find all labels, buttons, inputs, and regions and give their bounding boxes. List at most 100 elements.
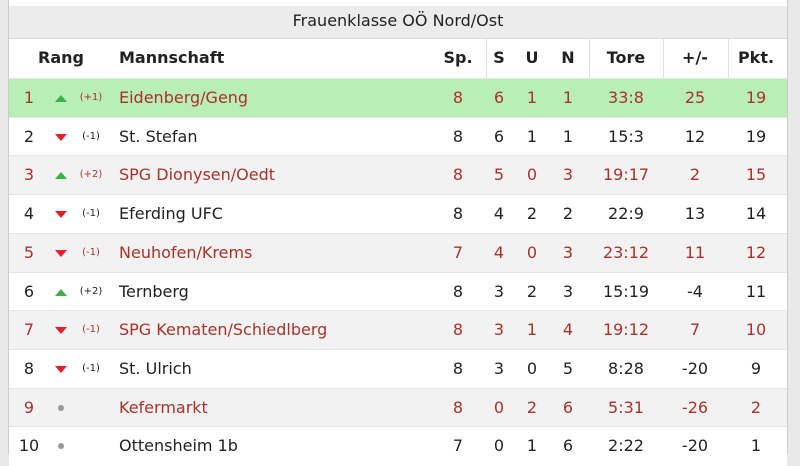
table-cell: 6	[493, 88, 505, 107]
trend-icon	[55, 133, 67, 141]
table-cell: 1	[526, 436, 538, 456]
trend-icon	[55, 365, 67, 373]
trend-shape	[55, 249, 67, 257]
header-cell: +/-	[682, 48, 708, 67]
header-cell: Sp.	[443, 48, 473, 67]
table-cell: St. Stefan	[119, 126, 198, 146]
trend-shape	[58, 443, 64, 450]
table-cell: Ottensheim 1b	[119, 436, 238, 456]
trend-shape	[55, 211, 67, 219]
table-cell: 2	[526, 204, 538, 224]
table-cell: 7	[23, 320, 35, 340]
table-cell: 15:3	[608, 126, 644, 146]
table-cell: 4	[493, 242, 505, 262]
rank-change: (-1)	[82, 130, 100, 142]
table-cell: 8	[452, 126, 464, 146]
table-cell: 4	[493, 204, 505, 224]
table-cell: 19	[745, 88, 767, 107]
trend-icon	[55, 95, 67, 102]
table-cell: 8	[452, 281, 464, 301]
table-cell: 3	[562, 281, 574, 301]
table-cell: 8	[23, 358, 35, 378]
trend-shape	[55, 288, 67, 296]
table-cell: 11	[684, 242, 706, 262]
table-cell: 1	[562, 88, 574, 107]
table-cell: Kefermarkt	[119, 397, 208, 417]
table-cell: 8	[452, 397, 464, 417]
table-cell: 15:19	[602, 281, 650, 301]
table-cell: 8	[452, 320, 464, 340]
table-cell: 8	[452, 358, 464, 378]
table-row: 4 (-1) Eferding UFC 8 4 2 2 22:9 13 14	[9, 194, 787, 234]
table-cell: 1	[562, 126, 574, 146]
trend-shape	[55, 365, 67, 373]
table-cell: 22:9	[608, 204, 644, 224]
trend-shape	[55, 327, 67, 335]
table-cell: -20	[681, 436, 709, 456]
trend-shape	[55, 133, 67, 141]
rank-change: (-1)	[82, 246, 100, 258]
table-cell: 5	[23, 242, 35, 262]
table-cell: 1	[526, 126, 538, 146]
table-cell: 3	[493, 358, 505, 378]
table-cell: 19	[745, 126, 767, 146]
header-row: Rang Mannschaft Sp. S U N Tore +/- Pkt.	[9, 39, 787, 78]
table-cell: 7	[452, 436, 464, 456]
table-cell: 7	[452, 242, 464, 262]
table-cell: 13	[684, 204, 706, 224]
rank-change: (+2)	[79, 169, 103, 181]
table-cell: 6	[23, 281, 35, 301]
table-cell: 14	[745, 204, 767, 224]
table-cell: SPG Dionysen/Oedt	[119, 165, 276, 185]
table-cell: SPG Kematen/Schiedlberg	[119, 320, 328, 340]
rank-change: (-1)	[82, 324, 100, 336]
table-row: 1 (+1) Eidenberg/Geng 8 6 1 1 33:8 25 19	[9, 78, 787, 118]
table-cell: 25	[684, 88, 706, 107]
trend-icon	[55, 249, 67, 257]
table-cell: 0	[493, 436, 505, 456]
table-cell: 8	[452, 204, 464, 224]
table-cell: 12	[684, 126, 706, 146]
rank-change: (+1)	[79, 92, 103, 103]
table-cell: 2	[689, 165, 701, 185]
table-cell: 8:28	[608, 358, 644, 378]
table-cell: Eferding UFC	[119, 204, 223, 224]
table-title: Frauenklasse OÖ Nord/Ost	[9, 6, 787, 39]
table-cell: -4	[687, 281, 703, 301]
table-cell: 2	[750, 397, 762, 417]
table-cell: 3	[23, 165, 35, 185]
table-cell: 6	[562, 436, 574, 456]
trend-icon	[58, 443, 64, 450]
table-cell: -26	[681, 397, 709, 417]
table-cell: 1	[750, 436, 762, 456]
table-cell: 9	[750, 358, 762, 378]
table-cell: 2:22	[608, 436, 644, 456]
table-cell: 7	[689, 320, 701, 340]
table-cell: 15	[745, 165, 767, 185]
table-cell: 19:17	[602, 165, 650, 185]
table-row: 2 (-1) St. Stefan 8 6 1 1 15:3 12 19	[9, 116, 787, 157]
table-cell: 2	[526, 397, 538, 417]
table-cell: 2	[526, 281, 538, 301]
trend-shape	[55, 172, 67, 180]
header-cell: Pkt.	[737, 48, 775, 67]
table-row: 10 Ottensheim 1b 7 0 1 6 2:22 -20 1	[9, 426, 787, 466]
header-cell: S	[493, 48, 505, 67]
table-cell: 10	[18, 436, 40, 456]
trend-shape	[55, 95, 67, 102]
table-cell: 3	[493, 320, 505, 340]
trend-icon	[55, 172, 67, 180]
trend-shape	[58, 404, 64, 411]
table-cell: Eidenberg/Geng	[119, 88, 249, 107]
trend-icon	[55, 211, 67, 219]
table-cell: 2	[562, 204, 574, 224]
table-cell: 0	[526, 358, 538, 378]
table-cell: 1	[526, 320, 538, 340]
table-row: 5 (-1) Neuhofen/Krems 7 4 0 3 23:12 11 12	[9, 232, 787, 273]
table-row: 7 (-1) SPG Kematen/Schiedlberg 8 3 1 4 19:12 7 10	[9, 310, 787, 350]
table-cell: 0	[526, 165, 538, 185]
header-cell: Mannschaft	[119, 48, 225, 67]
rank-change: (-1)	[82, 362, 100, 374]
table-cell: Neuhofen/Krems	[119, 242, 253, 262]
table-cell: 0	[526, 242, 538, 262]
